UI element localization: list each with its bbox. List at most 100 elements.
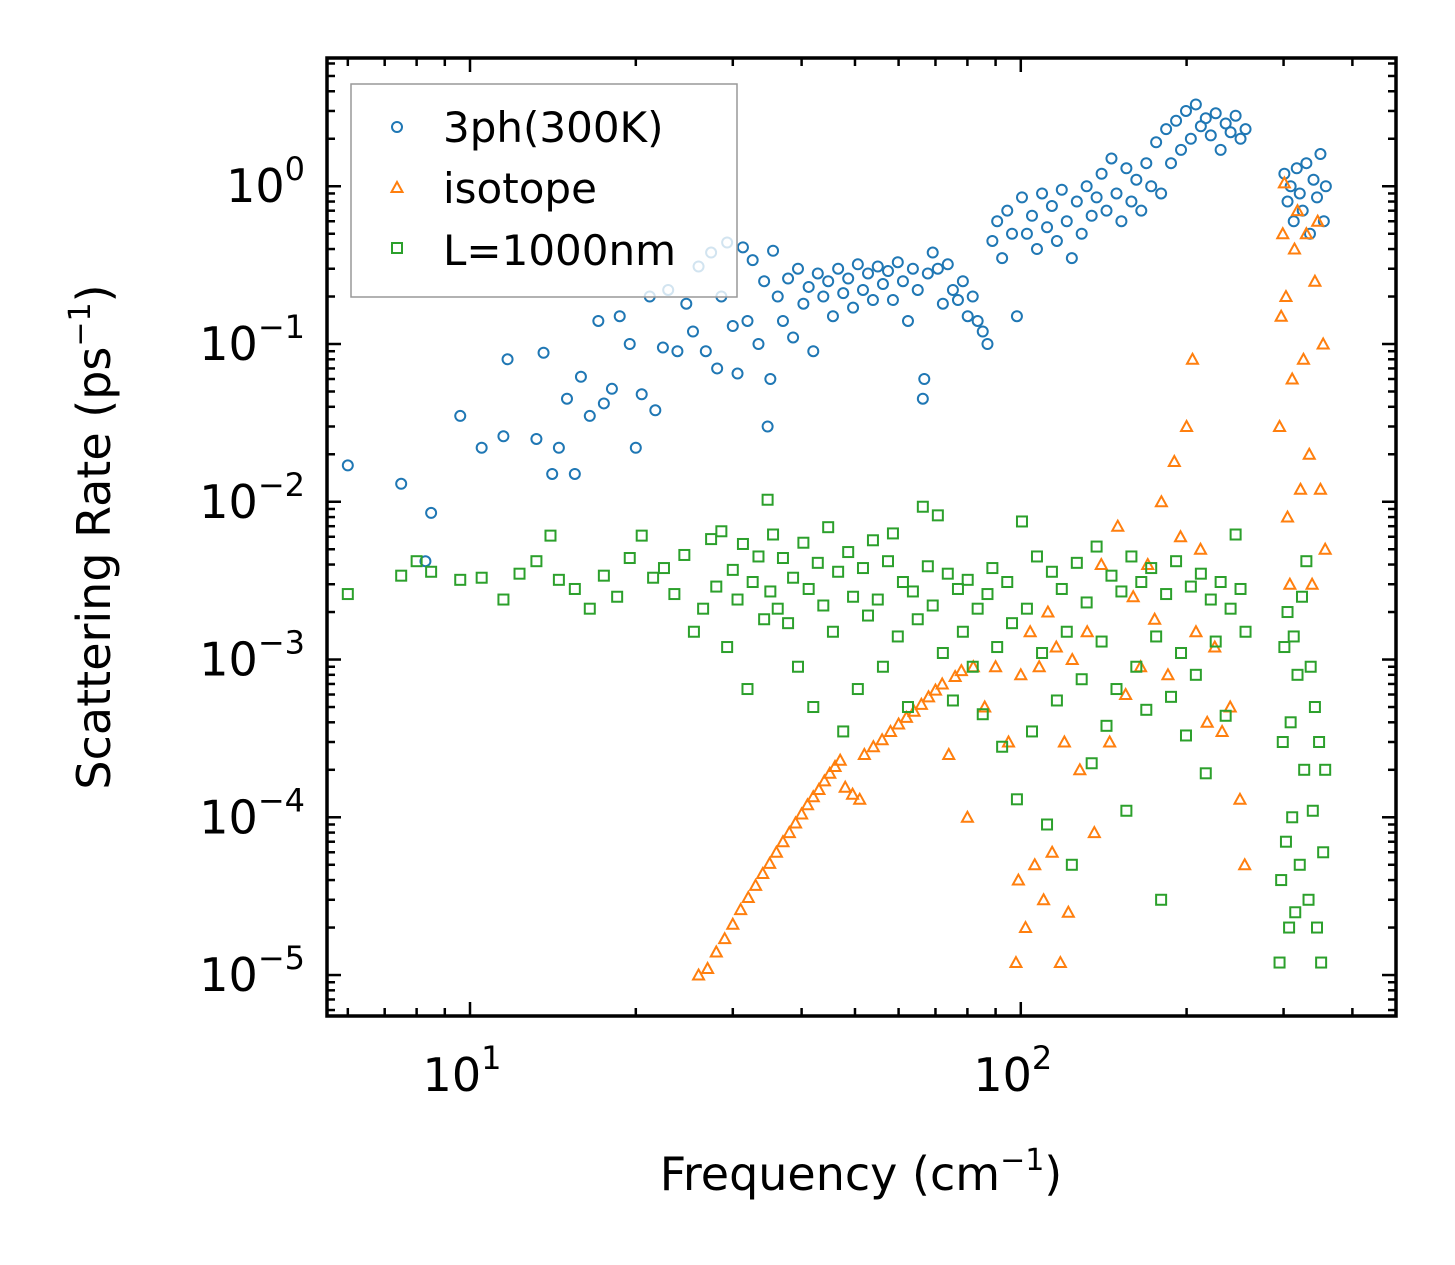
data-point [731,367,744,380]
legend-label-l1000nm: L=1000nm [443,226,676,275]
data-point [954,663,969,677]
data-point [916,500,929,513]
data-point [1070,195,1083,208]
data-point [787,331,800,344]
data-point [475,441,488,454]
data-point [807,701,820,714]
data-point [862,267,875,280]
data-point [1045,565,1058,578]
data-point [971,314,984,327]
data-point [851,258,864,271]
data-point [1055,183,1068,196]
data-point [769,844,784,858]
data-point [1209,107,1222,120]
data-point [1027,857,1042,871]
data-point [657,562,670,575]
data-point [1125,550,1138,563]
data-point [851,683,864,696]
data-point [1085,757,1098,770]
data-point [966,290,979,303]
data-point [1053,954,1068,969]
data-point [741,683,754,696]
data-point [826,310,839,323]
data-point [876,278,889,291]
data-point [731,593,744,606]
data-point [1135,204,1148,217]
data-point [874,732,890,746]
data-point [1273,956,1286,969]
data-point [686,325,699,338]
data-point [891,630,904,643]
data-point [544,529,557,542]
data-point [1015,191,1028,204]
data-point [752,550,765,563]
data-point [741,889,756,904]
data-point [1030,550,1043,563]
data-point [726,320,739,333]
data-point [941,746,956,761]
data-point [1188,624,1204,638]
data-point [1278,641,1291,654]
data-point [761,493,774,506]
data-point [1057,734,1072,748]
data-point [1315,336,1331,350]
data-point [1300,157,1313,170]
data-point [425,506,438,519]
data-point [791,262,804,275]
data-point [1170,114,1183,127]
data-point [497,593,510,606]
tick-labels: 101 102 10−5 10−4 10−3 10−2 10−1 100 [199,150,1052,1102]
data-point [605,382,618,395]
data-point [906,262,919,275]
data-point [717,931,732,945]
data-point [782,617,795,630]
data-point [921,267,934,280]
data-point [911,613,924,626]
data-point [552,573,565,586]
data-point [1120,804,1133,817]
data-point [926,246,939,259]
data-point [1030,243,1043,256]
data-point [866,294,879,307]
data-point [1281,195,1294,208]
data-point [1317,541,1333,555]
data-point [1100,719,1113,732]
data-point [1167,453,1182,467]
data-point [1118,686,1133,701]
y-tick-label: 100 [226,150,305,213]
data-point [687,625,700,638]
data-point [1311,191,1324,204]
data-point [1287,241,1302,255]
x-tick-label: 101 [423,1039,502,1102]
plot-frame [325,56,1398,1018]
data-point [1302,446,1317,460]
data-point [705,533,718,546]
data-point [847,301,860,314]
data-point [926,599,939,612]
data-point [941,258,954,271]
data-point [1286,811,1299,824]
data-point [906,585,919,598]
legend-label-isotope: isotope [443,164,597,213]
data-point [794,806,809,820]
data-point [721,641,734,654]
data-point [961,310,974,323]
data-point [921,560,934,573]
data-point [1284,180,1297,193]
data-point [961,573,974,586]
data-point [752,338,765,351]
data-point [891,256,904,269]
data-point [1105,152,1118,165]
data-point [802,280,815,293]
data-point [886,294,899,307]
data-point [1130,173,1143,186]
data-point [822,521,835,534]
data-point [817,599,830,612]
data-point [1185,351,1200,365]
data-point [1105,569,1118,582]
data-point [552,441,565,454]
data-point [1184,132,1197,145]
data-point [1313,736,1326,749]
data-point [1100,204,1113,217]
legend-marker-circle [391,121,403,133]
